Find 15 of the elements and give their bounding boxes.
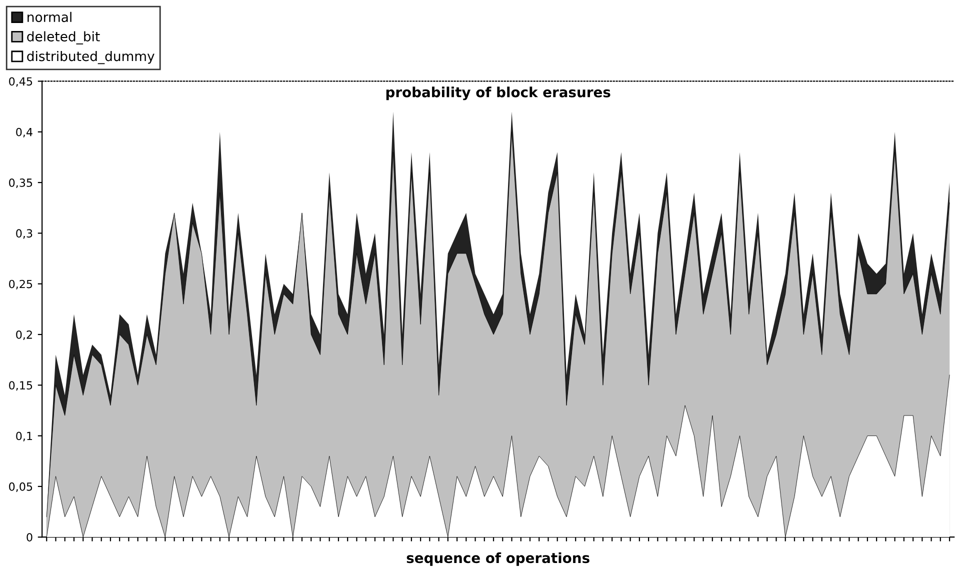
y-tick-label: 0,3 — [16, 229, 32, 239]
y-tick-label: 0,2 — [16, 330, 32, 340]
y-tick-label: 0,4 — [16, 128, 32, 138]
legend-label: deleted_bit — [27, 31, 100, 44]
legend-label: normal — [28, 12, 72, 22]
y-tick-label: 0,35 — [9, 178, 32, 188]
y-tick-label: 0,45 — [9, 77, 32, 87]
chart-title: probability of block erasures — [386, 86, 610, 100]
x-axis-title: sequence of operations — [406, 552, 590, 566]
y-tick-label: 0,1 — [16, 432, 32, 442]
y-tick-label: 0,05 — [9, 482, 32, 492]
y-tick-label: 0 — [26, 533, 32, 542]
y-tick-label: 0,15 — [9, 381, 32, 391]
legend-label: distributed_dummy — [27, 50, 154, 64]
y-tick-label: 0,25 — [9, 280, 32, 290]
